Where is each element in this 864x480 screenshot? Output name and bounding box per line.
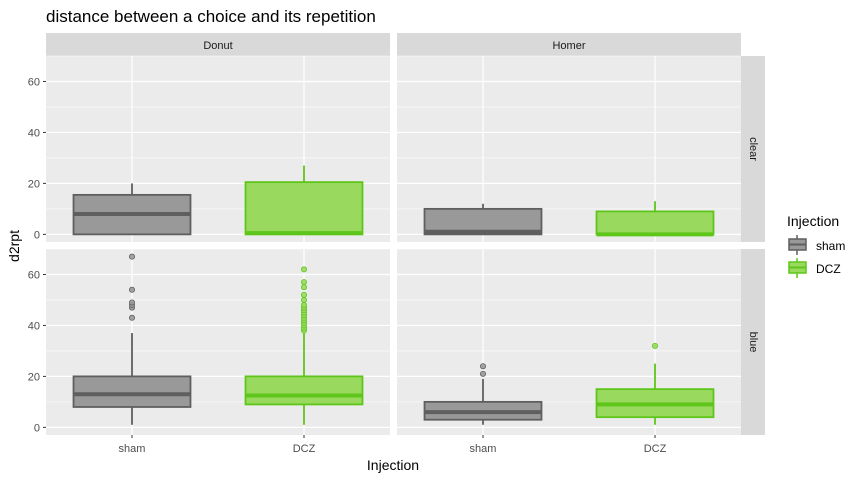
legend-label-dcz: DCZ bbox=[816, 262, 841, 276]
y-tick-label: 60 bbox=[28, 76, 40, 88]
y-tick-label: 0 bbox=[34, 229, 40, 241]
outlier-point bbox=[300, 291, 307, 298]
box-sham bbox=[72, 253, 192, 425]
box-iqr bbox=[595, 210, 715, 236]
box-dcz bbox=[244, 165, 364, 236]
outlier-point bbox=[128, 253, 135, 260]
x-tick-label: sham bbox=[119, 443, 146, 455]
box-dcz bbox=[244, 266, 364, 425]
legend: Injection sham DCZ bbox=[787, 213, 845, 278]
outlier-point bbox=[652, 342, 659, 349]
strip-homer bbox=[397, 33, 741, 56]
outlier-point bbox=[479, 370, 486, 377]
panel-homer-blue: sham DCZ bbox=[397, 248, 741, 455]
y-tick-label: 40 bbox=[28, 127, 40, 139]
outlier-point bbox=[300, 266, 307, 273]
legend-label-sham: sham bbox=[816, 239, 845, 253]
x-tick-label: DCZ bbox=[293, 443, 316, 455]
outlier-point bbox=[479, 363, 486, 370]
strip-label-clear: clear bbox=[747, 137, 759, 161]
outlier-point bbox=[300, 284, 307, 291]
legend-title: Injection bbox=[787, 213, 839, 229]
y-tick-label: 20 bbox=[28, 178, 40, 190]
chart-title: distance between a choice and its repeti… bbox=[46, 7, 376, 26]
y-tick-label: 20 bbox=[28, 371, 40, 383]
box-dcz bbox=[595, 201, 715, 237]
outlier-point bbox=[300, 296, 307, 303]
panel-homer-clear bbox=[397, 55, 741, 242]
legend-key-dcz bbox=[788, 258, 807, 278]
box-sham bbox=[423, 203, 543, 236]
y-tick-label: 40 bbox=[28, 320, 40, 332]
strip-label-homer: Homer bbox=[552, 40, 585, 52]
outlier-point bbox=[128, 299, 135, 306]
box-iqr bbox=[244, 375, 364, 406]
y-tick-label: 0 bbox=[34, 422, 40, 434]
strip-donut bbox=[46, 33, 390, 56]
strip-label-donut: Donut bbox=[203, 40, 232, 52]
box-dcz bbox=[595, 342, 715, 425]
strip-clear bbox=[741, 56, 765, 242]
y-axis-title: d2rpt bbox=[6, 230, 22, 262]
x-tick-label: sham bbox=[470, 443, 497, 455]
box-sham bbox=[72, 183, 192, 236]
outlier-point bbox=[128, 314, 135, 321]
box-iqr bbox=[72, 375, 192, 408]
y-tick-label: 60 bbox=[28, 269, 40, 281]
strip-label-blue: blue bbox=[747, 332, 759, 353]
panel-donut-blue: 0 20 40 60 sham DCZ bbox=[28, 248, 390, 455]
outlier-point bbox=[300, 279, 307, 286]
legend-key-sham bbox=[788, 235, 807, 255]
panel-donut-clear: 0 20 40 60 bbox=[28, 55, 390, 242]
x-tick-label: DCZ bbox=[644, 443, 667, 455]
box-iqr bbox=[244, 181, 364, 236]
outlier-point bbox=[128, 286, 135, 293]
strip-blue bbox=[741, 249, 765, 435]
box-sham bbox=[423, 363, 543, 425]
outlier-point bbox=[300, 302, 307, 309]
x-axis-title: Injection bbox=[367, 457, 419, 473]
